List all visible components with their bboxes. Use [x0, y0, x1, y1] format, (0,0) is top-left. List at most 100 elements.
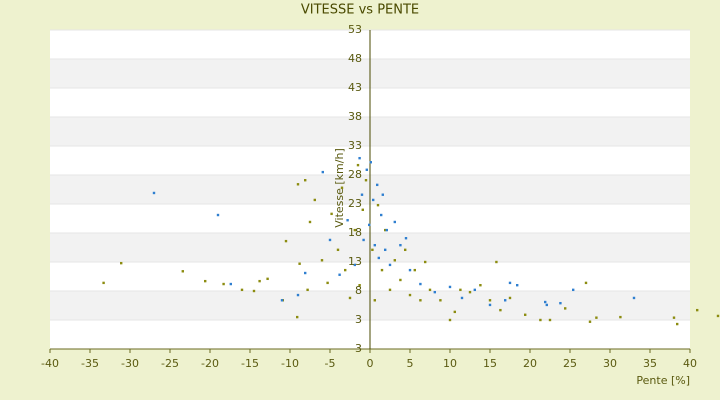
- point: [102, 281, 105, 285]
- y-tick-label: 43: [348, 81, 362, 94]
- point: [222, 282, 225, 286]
- point: [373, 299, 376, 302]
- point: [369, 161, 372, 164]
- point: [308, 220, 312, 224]
- point: [393, 259, 396, 262]
- x-axis-title: Pente [%]: [636, 374, 690, 387]
- y-tick-label: 18: [348, 226, 362, 239]
- point: [258, 279, 261, 283]
- y-tick-label: 33: [348, 139, 362, 152]
- point: [376, 183, 379, 187]
- point: [408, 268, 412, 272]
- point: [358, 284, 361, 287]
- point: [584, 281, 588, 285]
- point: [360, 193, 364, 196]
- point: [588, 320, 592, 323]
- point: [524, 313, 527, 316]
- point: [385, 228, 388, 232]
- point: [479, 284, 482, 287]
- point: [508, 296, 512, 300]
- point: [330, 212, 333, 216]
- x-tick-label: -15: [241, 357, 259, 370]
- x-tick-label: 0: [367, 357, 374, 370]
- point: [364, 179, 368, 182]
- point: [676, 322, 679, 326]
- point: [358, 156, 361, 160]
- point: [632, 296, 636, 300]
- point: [296, 315, 299, 319]
- y-tick-label: 3: [355, 313, 362, 326]
- point: [362, 238, 365, 242]
- point: [388, 263, 392, 267]
- point: [399, 243, 402, 247]
- point: [372, 198, 375, 202]
- point: [548, 318, 552, 322]
- point: [313, 198, 316, 202]
- point: [672, 316, 676, 319]
- point: [453, 310, 456, 314]
- y-tick-label: 53: [348, 23, 362, 36]
- point: [181, 270, 184, 273]
- point: [459, 288, 462, 292]
- point: [448, 285, 452, 289]
- point: [460, 296, 464, 300]
- plot-area: [49, 29, 691, 353]
- point: [408, 293, 412, 297]
- point: [448, 318, 452, 322]
- point: [388, 288, 392, 292]
- point: [204, 279, 207, 283]
- y-tick-label: 3: [355, 342, 362, 355]
- y-tick-label: 8: [355, 284, 362, 297]
- x-tick-label: 25: [563, 357, 577, 370]
- point: [473, 288, 476, 292]
- point: [381, 193, 384, 196]
- x-tick-label: 20: [523, 357, 537, 370]
- point: [619, 315, 622, 319]
- point: [384, 228, 387, 232]
- point: [298, 262, 301, 265]
- point: [404, 237, 408, 240]
- point: [304, 179, 307, 182]
- point: [356, 163, 360, 167]
- point: [428, 288, 432, 292]
- x-tick-label: -20: [201, 357, 219, 370]
- point: [280, 299, 284, 302]
- x-tick-label: 30: [603, 357, 617, 370]
- point: [338, 273, 341, 276]
- point: [373, 243, 376, 247]
- x-tick-label: -10: [281, 357, 299, 370]
- point: [404, 248, 407, 252]
- point: [559, 301, 562, 305]
- point: [365, 168, 368, 171]
- point: [384, 248, 387, 252]
- point: [488, 303, 492, 307]
- point: [344, 268, 347, 272]
- point: [321, 170, 324, 174]
- point: [377, 256, 380, 260]
- point: [353, 263, 356, 267]
- x-tick-label: -30: [121, 357, 139, 370]
- point: [419, 299, 422, 302]
- point: [266, 277, 269, 281]
- y-tick-label: 23: [348, 197, 362, 210]
- y-tick-label: 48: [348, 52, 362, 65]
- point: [716, 314, 720, 318]
- point: [419, 282, 422, 286]
- point: [393, 220, 396, 224]
- point: [413, 268, 416, 272]
- point: [371, 248, 374, 252]
- x-tick-label: 15: [483, 357, 497, 370]
- point: [296, 183, 300, 186]
- point: [516, 284, 519, 287]
- point: [544, 300, 547, 304]
- point: [304, 271, 307, 275]
- point: [399, 278, 402, 282]
- point: [336, 248, 340, 252]
- point: [326, 281, 329, 285]
- point: [368, 223, 371, 227]
- point: [320, 259, 324, 262]
- point: [539, 318, 542, 322]
- chart-title: VITESSE vs PENTE: [301, 3, 419, 18]
- point: [152, 191, 156, 195]
